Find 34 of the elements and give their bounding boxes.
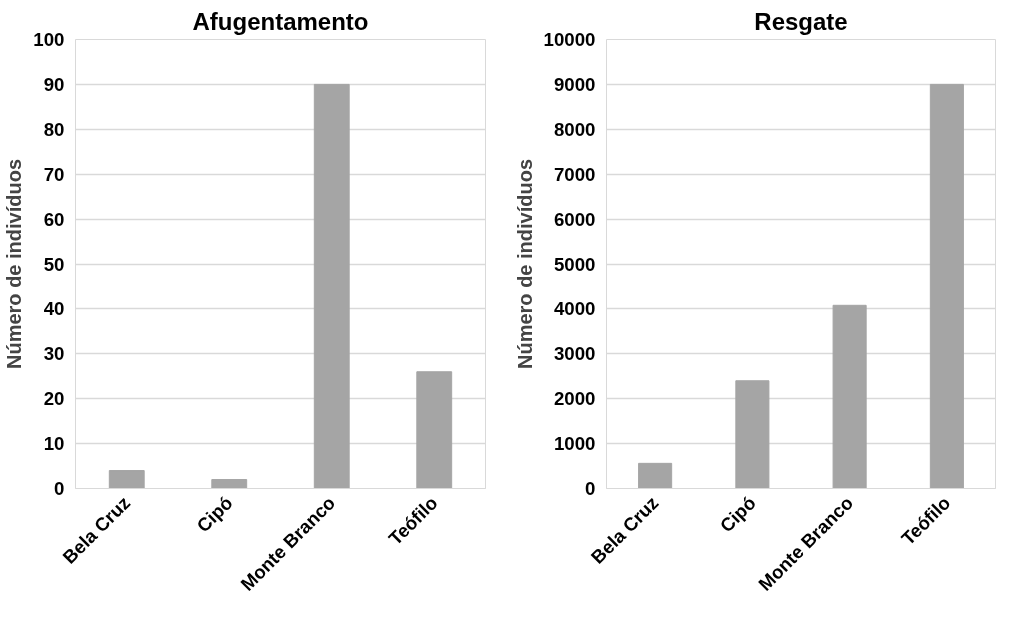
bar: [929, 83, 964, 489]
y-tick-label: 5000: [554, 253, 596, 275]
y-tick-label: 10000: [543, 29, 596, 50]
y-tick-label: 8000: [554, 118, 596, 140]
y-tick-label: 10: [43, 433, 65, 455]
y-axis-title: Número de indivíduos: [3, 158, 26, 370]
y-tick-label: 50: [43, 253, 65, 275]
bar: [108, 470, 145, 489]
chart-title: Resgate: [754, 7, 848, 35]
bar: [735, 380, 770, 489]
bar: [638, 462, 673, 489]
y-tick-label: 4000: [554, 298, 596, 320]
y-tick-label: 70: [43, 163, 65, 185]
bar: [211, 479, 248, 489]
y-tick-label: 0: [54, 478, 65, 499]
chart-title: Afugentamento: [192, 7, 369, 35]
y-tick-label: 80: [43, 118, 65, 140]
y-tick-label: 40: [43, 298, 65, 320]
bar: [416, 371, 453, 489]
y-tick-label: 90: [43, 73, 65, 95]
y-tick-label: 0: [585, 478, 596, 499]
y-tick-label: 6000: [554, 208, 596, 230]
y-tick-label: 1000: [554, 433, 596, 455]
y-tick-label: 30: [43, 343, 65, 365]
bar: [313, 83, 350, 489]
y-tick-label: 20: [43, 388, 65, 410]
y-tick-label: 100: [33, 29, 65, 50]
y-tick-label: 7000: [554, 163, 596, 185]
bar: [832, 304, 867, 489]
y-tick-label: 3000: [554, 343, 596, 365]
y-tick-label: 2000: [554, 388, 596, 410]
y-tick-label: 60: [43, 208, 65, 230]
y-axis-title: Número de indivíduos: [513, 158, 536, 370]
y-tick-label: 9000: [554, 73, 596, 95]
